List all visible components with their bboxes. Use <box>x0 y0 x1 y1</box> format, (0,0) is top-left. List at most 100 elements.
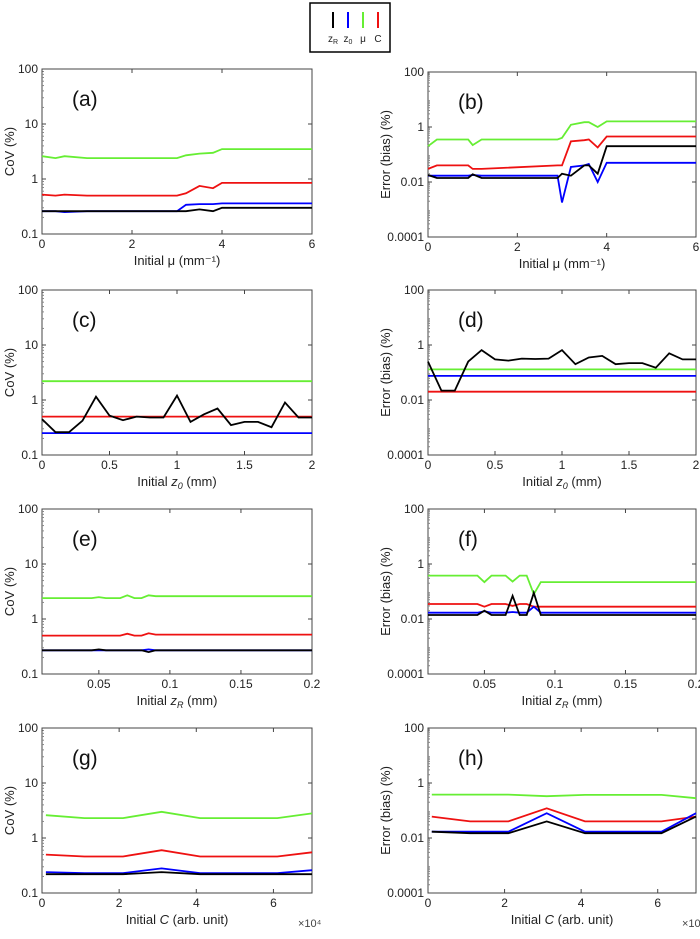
y-tick-label: 100 <box>18 721 38 735</box>
panel-label: (f) <box>458 528 478 551</box>
legend-box <box>309 2 391 53</box>
y-axis-label: Error (bias) (%) <box>378 766 393 855</box>
panel-label: (g) <box>72 747 98 770</box>
x-tick-label: 2 <box>309 458 316 472</box>
legend-label-z0: z0 <box>344 34 353 46</box>
y-axis-label: Error (bias) (%) <box>378 110 393 199</box>
series-line-z0 <box>428 161 696 203</box>
y-tick-label: 10 <box>25 557 39 571</box>
y-tick-label: 10 <box>25 776 39 790</box>
plot-area <box>41 289 313 456</box>
x-tick-label: 6 <box>270 896 277 910</box>
panel-d: 0.0001 0.01 1 100 0 0.5 1 1.5 2 (d) Error (bias) (… <box>378 283 700 491</box>
x-tick-label: 0.05 <box>473 677 497 691</box>
series-line-μ <box>41 148 312 160</box>
series-line-z0 <box>45 867 313 874</box>
x-tick-label: 0.15 <box>614 677 638 691</box>
panel-b: 0.0001 0.01 1 100 0 2 4 6 (b) Error (bias) (%) Ini… <box>378 65 700 271</box>
x-axis-label: Initial μ (mm⁻¹) <box>519 256 606 271</box>
series-line-μ <box>45 810 313 819</box>
x-tick-label: 4 <box>578 896 585 910</box>
x-axis-label: Initial C (arb. unit) <box>511 912 614 927</box>
x-tick-label: 0.2 <box>304 677 321 691</box>
panel-label: (h) <box>458 747 484 770</box>
series-line-μ <box>42 594 312 599</box>
series-line-zR <box>428 589 696 616</box>
series-line-zR <box>431 815 697 835</box>
series-line-C <box>42 632 312 637</box>
plot-area <box>427 508 697 675</box>
x-tick-label: 0.5 <box>101 458 118 472</box>
plot-area <box>427 289 697 456</box>
x-axis-label: Initial z0 (mm) <box>522 474 601 491</box>
x-tick-label: 0 <box>39 237 46 251</box>
series-line-C <box>41 181 312 197</box>
series-line-zR <box>42 648 312 654</box>
y-tick-label: 100 <box>404 65 424 79</box>
y-tick-label: 100 <box>18 283 38 297</box>
y-axis-label: CoV (%) <box>2 348 17 397</box>
x-tick-label: 0 <box>39 458 46 472</box>
panel-c: 0.1 1 10 100 0 0.5 1 1.5 2 (c) CoV (%) Initial z0 (… <box>2 283 316 491</box>
x-axis-label: Initial zR (mm) <box>522 693 603 710</box>
panel-e: 0.1 1 10 100 0.05 0.1 0.15 0.2 (e) CoV (%) Initial… <box>2 502 321 710</box>
x-tick-label: 4 <box>219 237 226 251</box>
x-axis-label: Initial μ (mm⁻¹) <box>134 253 221 268</box>
legend-label-C: C <box>374 34 381 45</box>
series-line-μ <box>431 793 697 800</box>
panel-label: (b) <box>458 91 484 114</box>
y-tick-label: 0.1 <box>21 667 38 681</box>
plot-area <box>427 71 697 238</box>
y-axis-label: CoV (%) <box>2 127 17 176</box>
y-tick-label: 0.0001 <box>387 667 424 681</box>
y-tick-label: 1 <box>31 172 38 186</box>
panel-label: (c) <box>72 309 97 332</box>
series-line-C <box>427 135 696 170</box>
x-tick-label: 2 <box>129 237 136 251</box>
x-tick-label: 0.1 <box>547 677 564 691</box>
y-tick-label: 0.1 <box>21 227 38 241</box>
x-tick-label: 0.05 <box>87 677 111 691</box>
series-line-zR <box>41 393 312 434</box>
panel-label: (d) <box>458 309 484 332</box>
x-tick-label: 2 <box>693 458 700 472</box>
y-tick-label: 1 <box>31 831 38 845</box>
y-tick-label: 1 <box>31 393 38 407</box>
y-axis-label: Error (bias) (%) <box>378 547 393 636</box>
x-tick-label: 2 <box>116 896 123 910</box>
y-tick-label: 0.01 <box>401 831 425 845</box>
y-tick-label: 0.01 <box>401 393 425 407</box>
y-tick-label: 100 <box>18 62 38 76</box>
x-axis-label: Initial z0 (mm) <box>137 474 216 491</box>
y-tick-label: 100 <box>18 502 38 516</box>
x-tick-label: 1.5 <box>236 458 253 472</box>
y-tick-label: 1 <box>417 338 424 352</box>
x-tick-label: 0 <box>425 240 432 254</box>
y-axis-label: CoV (%) <box>2 786 17 835</box>
y-axis-label: Error (bias) (%) <box>378 328 393 417</box>
panel-label: (e) <box>72 528 98 551</box>
x-tick-label: 0.1 <box>162 677 179 691</box>
x-multiplier: ×10⁴ <box>682 918 700 930</box>
x-tick-label: 0.2 <box>688 677 700 691</box>
y-tick-label: 1 <box>417 776 424 790</box>
series-line-μ <box>428 574 696 597</box>
series-line-zR <box>427 348 696 392</box>
y-tick-label: 0.01 <box>401 612 425 626</box>
x-tick-label: 6 <box>654 896 661 910</box>
series-line-C <box>45 849 313 858</box>
y-tick-label: 0.01 <box>401 175 425 189</box>
series-line-zR <box>45 871 312 876</box>
panel-h: 0.0001 0.01 1 100 0 2 4 6 (h) Error (bias) (%) Ini… <box>378 721 700 930</box>
plot-area <box>41 727 313 894</box>
x-tick-label: 6 <box>309 237 316 251</box>
x-axis-label: Initial zR (mm) <box>137 693 218 710</box>
x-tick-label: 0 <box>39 896 46 910</box>
x-tick-label: 4 <box>603 240 610 254</box>
legend-label-zR: zR <box>328 34 338 46</box>
x-tick-label: 0 <box>425 896 432 910</box>
y-tick-label: 10 <box>25 117 39 131</box>
x-tick-label: 4 <box>193 896 200 910</box>
x-tick-label: 0.15 <box>229 677 253 691</box>
